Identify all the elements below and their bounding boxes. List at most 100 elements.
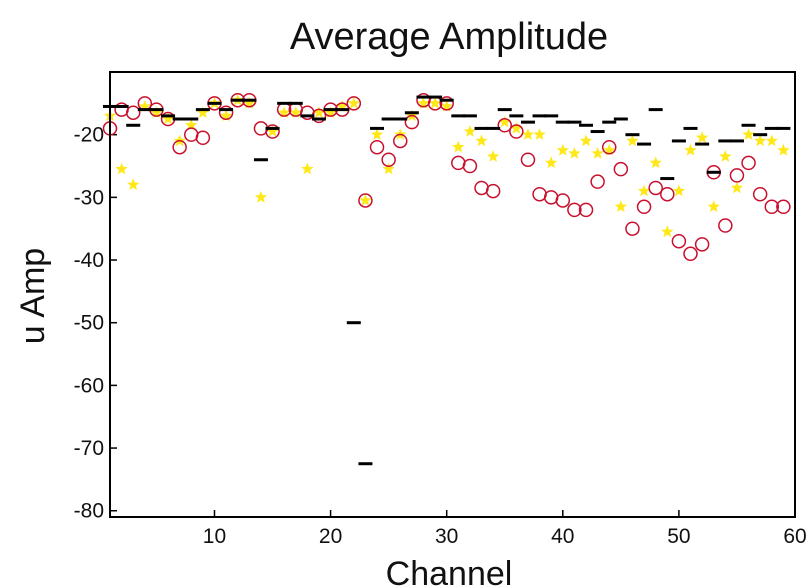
data-point-star xyxy=(521,128,535,140)
data-point-circle xyxy=(764,199,780,215)
data-point-circle xyxy=(462,158,478,174)
x-tick-label: 60 xyxy=(783,525,806,548)
data-point-circle xyxy=(625,221,640,236)
data-point-star xyxy=(614,200,627,212)
data-point-circle xyxy=(671,233,687,249)
data-point-star xyxy=(730,181,744,194)
data-point-star xyxy=(324,106,337,118)
data-point-circle xyxy=(555,193,571,208)
data-point-star xyxy=(742,128,755,140)
data-point-star xyxy=(754,134,767,147)
y-tick-label: -40 xyxy=(74,249,104,272)
data-point-star xyxy=(127,178,140,191)
data-point-star xyxy=(556,143,569,156)
data-point-circle xyxy=(683,246,698,262)
data-point-star xyxy=(637,184,651,197)
data-point-star xyxy=(185,118,198,131)
data-point-star xyxy=(545,156,558,169)
data-point-star xyxy=(254,190,268,203)
data-point-star xyxy=(115,162,128,175)
data-point-star xyxy=(278,106,291,118)
data-point-star xyxy=(568,147,581,159)
data-point-circle xyxy=(485,183,501,199)
data-point-circle xyxy=(404,114,420,130)
data-point-star xyxy=(661,225,674,238)
data-point-circle xyxy=(346,96,362,111)
data-point-star xyxy=(452,140,465,153)
data-point-circle xyxy=(694,237,710,252)
data-marks xyxy=(102,92,791,466)
data-point-star xyxy=(161,112,175,125)
data-point-star xyxy=(695,131,709,144)
data-point-circle xyxy=(195,130,211,146)
data-point-circle xyxy=(636,199,652,215)
x-tick-label: 30 xyxy=(435,525,458,548)
data-point-star xyxy=(626,134,639,147)
data-point-star xyxy=(777,143,790,156)
y-tick-label: -70 xyxy=(74,437,104,460)
data-point-circle xyxy=(125,105,141,120)
data-point-star xyxy=(219,109,233,122)
data-point-star xyxy=(266,125,279,137)
data-point-circle xyxy=(752,186,768,202)
data-point-star xyxy=(289,106,302,118)
data-point-circle xyxy=(439,96,454,111)
data-point-circle xyxy=(509,124,524,139)
x-tick-label: 40 xyxy=(551,525,574,548)
data-point-star xyxy=(312,106,326,118)
data-point-star xyxy=(359,194,372,206)
data-point-star xyxy=(649,156,662,169)
data-point-star xyxy=(347,96,360,109)
data-point-circle xyxy=(613,161,629,177)
data-point-star xyxy=(382,162,395,175)
x-tick-label: 50 xyxy=(667,525,690,548)
data-point-circle xyxy=(729,168,745,183)
data-point-circle xyxy=(567,202,582,218)
data-point-star xyxy=(336,100,349,112)
y-tick-label: -80 xyxy=(74,500,104,523)
data-point-star xyxy=(428,96,442,109)
y-tick-label: -50 xyxy=(74,312,104,335)
chart-title: Average Amplitude xyxy=(290,16,608,58)
data-point-star xyxy=(475,134,488,147)
data-point-circle xyxy=(648,180,663,196)
data-point-circle xyxy=(218,105,234,120)
y-tick-label: -60 xyxy=(74,374,104,397)
data-point-star xyxy=(440,100,453,112)
data-point-star xyxy=(719,150,732,162)
data-point-star xyxy=(765,134,778,147)
data-point-star xyxy=(498,115,511,128)
data-point-circle xyxy=(601,139,617,155)
data-point-star xyxy=(591,147,604,159)
data-point-circle xyxy=(520,152,536,167)
data-point-star xyxy=(487,150,500,162)
data-point-circle xyxy=(718,218,733,233)
data-point-star xyxy=(196,106,210,118)
x-tick-label: 10 xyxy=(203,525,226,548)
data-point-circle xyxy=(497,118,512,133)
data-point-star xyxy=(510,121,523,134)
y-tick-label: -20 xyxy=(74,124,104,147)
data-point-star xyxy=(463,125,477,137)
x-axis-label: Channel xyxy=(386,555,513,588)
data-point-circle xyxy=(172,139,187,155)
data-point-star xyxy=(417,96,430,109)
data-point-circle xyxy=(660,186,675,202)
data-point-circle xyxy=(381,152,396,167)
data-point-star xyxy=(579,134,593,147)
data-point-star xyxy=(603,143,616,156)
data-point-circle xyxy=(578,202,594,218)
y-tick-label: -30 xyxy=(74,186,104,209)
y-axis-label: u Amp xyxy=(14,248,52,344)
axis-ticks: 10 20 30 40 50 60 -20 -30 -40 -50 -60 -70 -80 xyxy=(74,124,807,548)
data-point-circle xyxy=(393,133,408,149)
data-point-star xyxy=(672,184,686,197)
data-point-circle xyxy=(358,193,373,208)
data-point-star xyxy=(707,200,720,212)
data-point-star xyxy=(150,106,163,118)
data-point-circle xyxy=(590,174,605,189)
data-point-star xyxy=(301,162,314,175)
data-point-star xyxy=(370,128,384,140)
data-point-star xyxy=(684,143,697,156)
